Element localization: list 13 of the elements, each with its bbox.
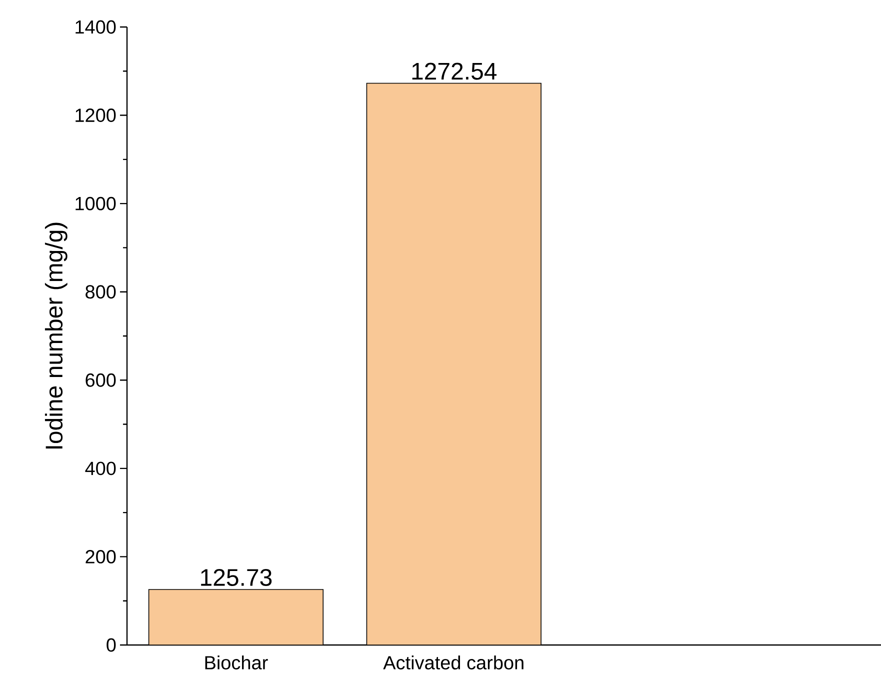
y-tick-label: 600 (86, 373, 116, 387)
y-tick-label: 1400 (76, 20, 116, 34)
y-tick-label: 1200 (76, 108, 116, 122)
x-tick-label: Biochar (205, 656, 268, 670)
data-label: 1272.54 (412, 62, 497, 80)
y-tick-label: 800 (86, 285, 116, 299)
y-axis-title: Iodine number (mg/g) (44, 222, 68, 448)
y-tick-label: 400 (85, 462, 116, 476)
x-tick-label: Activated carbon (383, 656, 524, 670)
y-tick-label: 1000 (76, 196, 116, 210)
y-tick-label: 200 (86, 550, 116, 564)
y-tick-label: 0 (106, 638, 116, 652)
data-label: 125.73 (201, 568, 272, 586)
